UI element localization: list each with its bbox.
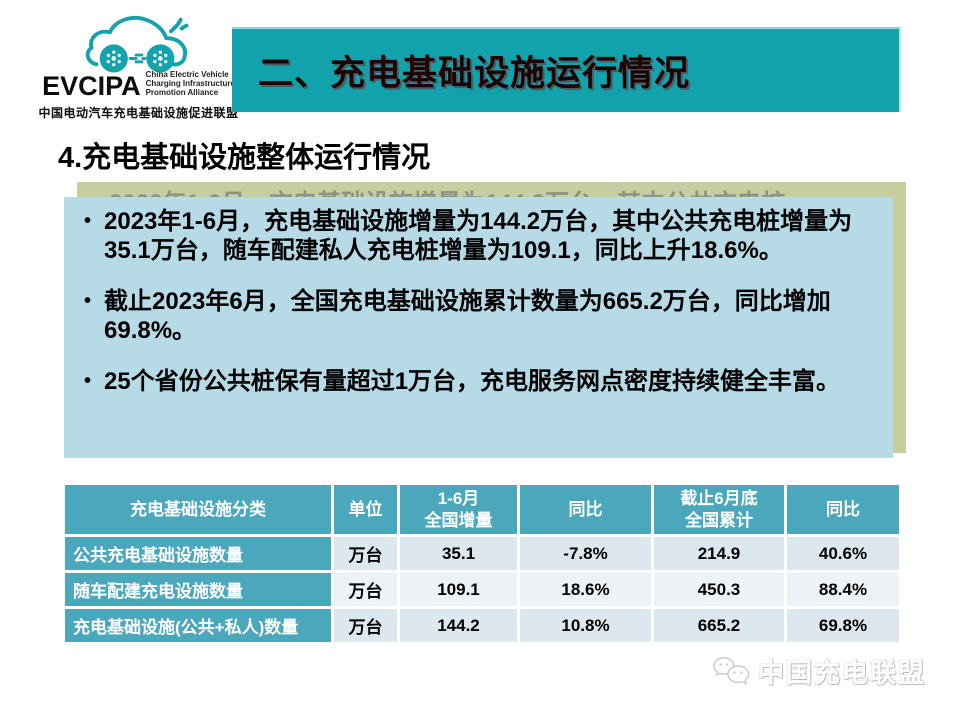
table-header-row: 充电基础设施分类 单位 1-6月 全国增量 同比 截止6月底 全国累计 同比 <box>65 485 899 534</box>
cell-cumulative: 214.9 <box>654 537 784 570</box>
cell-yoy: 88.4% <box>787 573 899 606</box>
col-header-yoy: 同比 <box>520 485 651 534</box>
logo-chinese-name: 中国电动汽车充电基础设施促进联盟 <box>38 105 239 120</box>
cell-increment: 109.1 <box>400 573 517 606</box>
cell-yoy: 40.6% <box>787 537 899 570</box>
logo-english-line: Promotion Alliance <box>145 88 219 98</box>
watermark: 中国充电联盟 <box>710 653 926 690</box>
col-header-category: 充电基础设施分类 <box>65 485 331 534</box>
wechat-icon <box>713 656 750 685</box>
highlight-box: 2023年1-6月，充电基础设施增量为144.2万台，其中公共充电桩增量为35.… <box>64 197 893 458</box>
col-header-yoy: 同比 <box>787 485 899 534</box>
slide-title: 二、充电基础设施运行情况 <box>258 54 691 93</box>
cell-cumulative: 665.2 <box>654 609 784 642</box>
logo-english-line: China Electric Vehicle <box>145 70 229 79</box>
cell-cumulative: 450.3 <box>654 573 784 606</box>
table-row: 公共充电基础设施数量 万台 35.1 -7.8% 214.9 40.6% <box>65 537 899 570</box>
cell-unit: 万台 <box>334 609 397 642</box>
bullet-point: 截止2023年6月，全国充电基础设施累计数量为665.2万台，同比增加69.8%… <box>76 287 877 345</box>
ev-car-logo-icon <box>85 15 188 73</box>
bullet-point: 2023年1-6月，充电基础设施增量为144.2万台，其中公共充电桩增量为35.… <box>76 207 877 265</box>
row-category: 公共充电基础设施数量 <box>65 537 331 570</box>
row-category: 随车配建充电设施数量 <box>65 573 331 606</box>
cell-unit: 万台 <box>334 573 397 606</box>
cell-yoy: 69.8% <box>787 609 899 642</box>
logo-english-name: China Electric Vehicle Charging Infrastr… <box>146 70 235 100</box>
cell-yoy: 18.6% <box>520 573 651 606</box>
cell-yoy: 10.8% <box>520 609 651 642</box>
col-header-cumulative: 截止6月底 全国累计 <box>654 485 784 534</box>
cell-increment: 35.1 <box>400 537 517 570</box>
cell-increment: 144.2 <box>400 609 517 642</box>
cell-yoy: -7.8% <box>520 537 651 570</box>
table-row: 充电基础设施(公共+私人)数量 万台 144.2 10.8% 665.2 69.… <box>65 609 899 642</box>
section-subtitle: 4.充电基础设施整体运行情况 <box>58 142 431 174</box>
slide-title-bar: 二、充电基础设施运行情况 <box>232 27 901 112</box>
col-header-increment: 1-6月 全国增量 <box>400 485 517 534</box>
logo-acronym: EVCIPA <box>42 70 141 101</box>
table-row: 随车配建充电设施数量 万台 109.1 18.6% 450.3 88.4% <box>65 573 899 606</box>
col-header-unit: 单位 <box>334 485 397 534</box>
row-category: 充电基础设施(公共+私人)数量 <box>65 609 331 642</box>
evcipa-logo: EVCIPA China Electric Vehicle Charging I… <box>36 10 241 126</box>
bullet-point: 25个省份公共桩保有量超过1万台，充电服务网点密度持续健全丰富。 <box>76 367 877 396</box>
cell-unit: 万台 <box>334 537 397 570</box>
logo-english-line: Charging Infrastructure <box>145 79 235 89</box>
watermark-text: 中国充电联盟 <box>758 658 927 688</box>
charging-stats-table: 充电基础设施分类 单位 1-6月 全国增量 同比 截止6月底 全国累计 同比 公… <box>62 482 902 645</box>
